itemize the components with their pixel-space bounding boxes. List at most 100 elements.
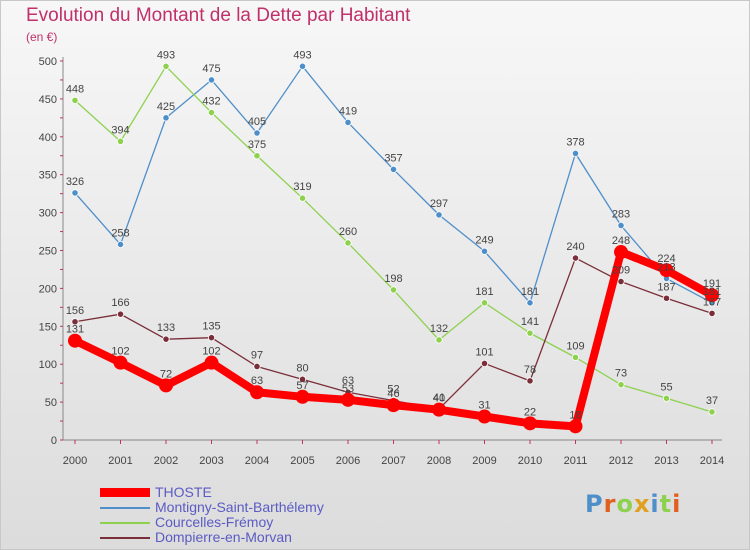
y-tick-label: 200 [39, 283, 57, 295]
data-label-courcelles-fr-moy: 73 [615, 368, 627, 380]
data-point-montigny-saint-barth-lemy [526, 299, 534, 307]
data-point-courcelles-fr-moy [344, 239, 352, 247]
x-tick-label: 2014 [700, 455, 724, 467]
data-label-dompierre-en-morvan: 133 [157, 322, 175, 334]
data-point-montigny-saint-barth-lemy [71, 189, 79, 197]
data-label-courcelles-fr-moy: 375 [248, 139, 266, 151]
data-point-dompierre-en-morvan [571, 254, 580, 262]
data-point-dompierre-en-morvan [162, 335, 170, 343]
data-label-dompierre-en-morvan: 166 [111, 297, 129, 309]
legend-swatch [100, 507, 150, 509]
data-label-dompierre-en-morvan: 209 [612, 265, 630, 277]
data-label-thoste: 46 [387, 388, 399, 400]
y-tick-label: 150 [39, 321, 57, 333]
data-label-courcelles-fr-moy: 141 [521, 316, 539, 328]
data-label-montigny-saint-barth-lemy: 297 [430, 198, 448, 210]
data-label-montigny-saint-barth-lemy: 181 [521, 286, 539, 298]
legend-item-thoste: THOSTE [100, 485, 400, 500]
x-tick-label: 2007 [381, 455, 405, 467]
y-tick-label: 300 [39, 208, 57, 220]
legend-label: THOSTE [155, 484, 212, 500]
data-point-courcelles-fr-moy [71, 96, 79, 105]
data-point-montigny-saint-barth-lemy [162, 114, 170, 122]
y-tick-label: 0 [51, 435, 57, 447]
data-label-montigny-saint-barth-lemy: 357 [384, 152, 402, 164]
data-label-courcelles-fr-moy: 181 [475, 286, 493, 298]
data-point-montigny-saint-barth-lemy [480, 247, 489, 255]
data-label-thoste: 72 [160, 368, 172, 380]
x-tick-label: 2004 [245, 455, 269, 467]
data-point-thoste [159, 378, 173, 393]
data-label-montigny-saint-barth-lemy: 425 [157, 101, 175, 113]
data-point-thoste [113, 355, 128, 370]
data-point-dompierre-en-morvan [662, 294, 671, 302]
data-point-thoste [432, 402, 446, 417]
chart-title: Evolution du Montant de la Dette par Hab… [26, 5, 411, 26]
legend: THOSTE Montigny-Saint-Barthélemy Courcelle… [100, 485, 400, 545]
y-tick-label: 100 [39, 359, 57, 371]
series-layer [68, 62, 719, 434]
data-label-thoste: 53 [342, 383, 354, 395]
data-label-thoste: 131 [66, 324, 84, 336]
data-point-courcelles-fr-moy [617, 381, 625, 389]
data-point-dompierre-en-morvan [480, 359, 489, 368]
data-label-thoste: 102 [202, 346, 220, 358]
x-tick-label: 2003 [199, 455, 223, 467]
data-label-montigny-saint-barth-lemy: 258 [111, 227, 129, 239]
data-point-thoste [705, 288, 719, 303]
data-label-dompierre-en-morvan: 101 [475, 346, 493, 358]
data-label-dompierre-en-morvan: 41 [433, 392, 445, 404]
data-label-courcelles-fr-moy: 394 [111, 124, 129, 136]
data-label-thoste: 18 [569, 409, 581, 421]
data-point-courcelles-fr-moy [435, 336, 443, 344]
data-label-thoste: 248 [612, 235, 630, 247]
unit-label: (en €) [26, 30, 58, 44]
x-tick-label: 2013 [654, 455, 678, 467]
legend-item-dompierre-en-morvan: Dompierre-en-Morvan [100, 530, 400, 545]
data-label-courcelles-fr-moy: 260 [339, 226, 357, 238]
data-point-courcelles-fr-moy [662, 394, 671, 402]
y-tick-label: 50 [45, 397, 57, 409]
data-point-courcelles-fr-moy [162, 62, 170, 70]
data-point-montigny-saint-barth-lemy [253, 129, 261, 137]
x-tick-label: 2000 [63, 455, 87, 467]
data-label-courcelles-fr-moy: 448 [66, 83, 84, 95]
data-label-thoste: 102 [111, 346, 129, 358]
data-label-montigny-saint-barth-lemy: 326 [66, 176, 84, 188]
data-point-thoste [523, 416, 537, 431]
data-label-thoste: 40 [433, 393, 445, 405]
legend-swatch [100, 522, 150, 524]
axes: 0 50 100 150 200 250 300 350 400 450 500 2000 2001 20… [39, 56, 725, 467]
data-point-courcelles-fr-moy [298, 194, 307, 202]
data-point-thoste [386, 398, 401, 413]
data-label-dompierre-en-morvan: 135 [202, 321, 220, 333]
x-tick-label: 2008 [427, 455, 451, 467]
data-point-courcelles-fr-moy [571, 353, 580, 361]
data-point-montigny-saint-barth-lemy [344, 118, 352, 126]
data-label-courcelles-fr-moy: 493 [157, 49, 175, 61]
data-label-dompierre-en-morvan: 52 [387, 384, 399, 396]
data-label-dompierre-en-morvan: 80 [296, 362, 308, 374]
data-point-courcelles-fr-moy [526, 329, 534, 337]
data-point-montigny-saint-barth-lemy [207, 76, 216, 84]
data-label-courcelles-fr-moy: 55 [660, 381, 672, 393]
data-label-montigny-saint-barth-lemy: 405 [248, 116, 266, 128]
data-point-courcelles-fr-moy [480, 299, 489, 307]
data-point-montigny-saint-barth-lemy [298, 62, 307, 70]
data-label-courcelles-fr-moy: 109 [566, 340, 584, 352]
data-label-thoste: 31 [478, 400, 490, 412]
y-tick-label: 250 [39, 246, 57, 258]
data-label-courcelles-fr-moy: 198 [384, 273, 402, 285]
proxiti-logo: Proxiti [585, 490, 682, 518]
x-tick-label: 2011 [564, 455, 588, 467]
data-point-dompierre-en-morvan [71, 318, 79, 326]
data-point-thoste [295, 389, 310, 404]
legend-swatch [100, 488, 150, 497]
x-tick-label: 2002 [154, 455, 178, 467]
data-label-thoste: 57 [296, 380, 308, 392]
data-point-courcelles-fr-moy [708, 408, 716, 416]
legend-swatch [100, 537, 150, 539]
data-label-dompierre-en-morvan: 167 [703, 296, 721, 308]
